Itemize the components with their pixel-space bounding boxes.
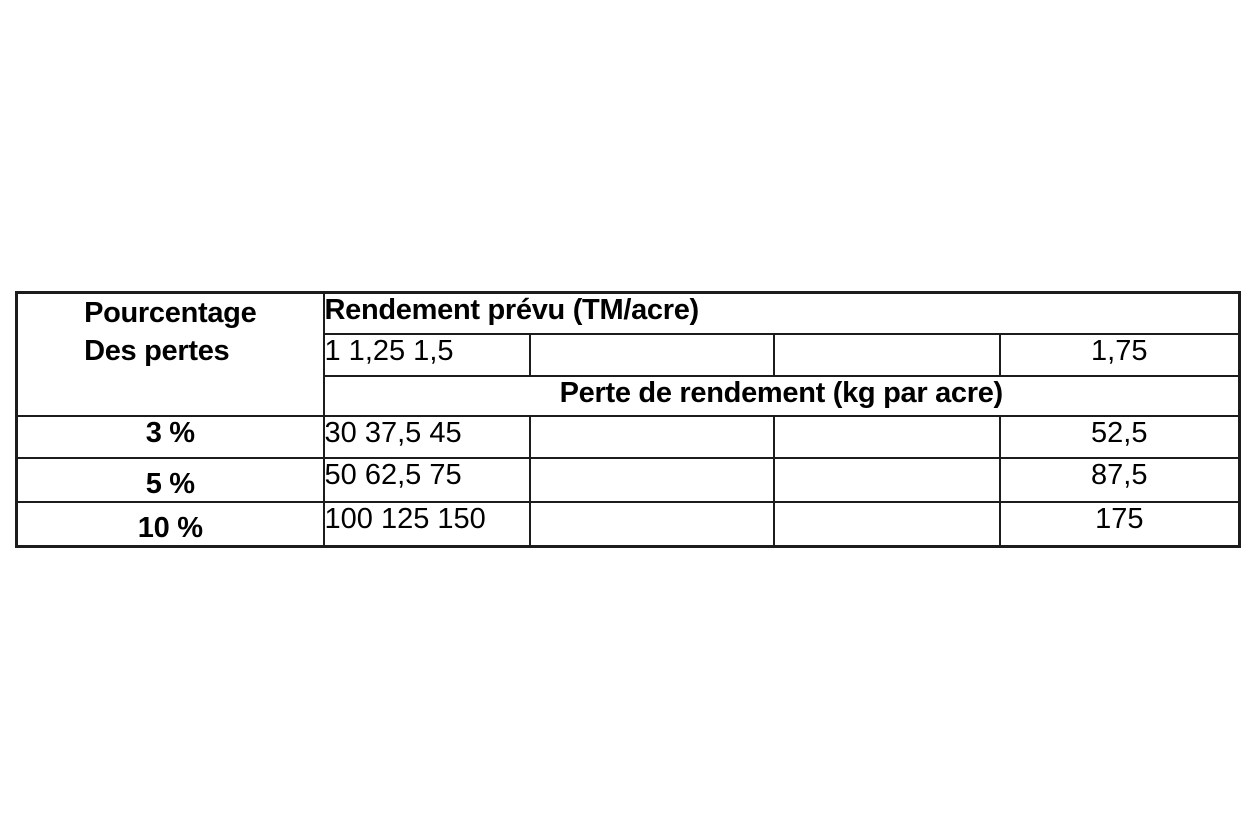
- expected-yield-value-cell-1: 1 1,25 1,5: [322, 332, 531, 377]
- corner-header-line1: Pourcentage: [84, 297, 257, 329]
- expected-yield-values-row: 1 1,25 1,5 1,75: [17, 332, 1241, 377]
- loss-value-cell-4: 52,5: [998, 414, 1241, 459]
- expected-yield-value-cell-2: [528, 332, 775, 377]
- loss-value-cell-2: [528, 500, 775, 548]
- loss-value-cell-2: [528, 414, 775, 459]
- loss-value-cell-4: 87,5: [998, 456, 1241, 503]
- yield-loss-table: Pourcentage Des pertes Rendement prévu (…: [15, 291, 1242, 549]
- loss-value-cell-3: [772, 414, 1001, 459]
- corner-header-cell: Pourcentage Des pertes: [15, 291, 325, 417]
- loss-value-cell-3: [772, 500, 1001, 548]
- yield-loss-header-row: Perte de rendement (kg par acre): [17, 374, 1241, 417]
- expected-yield-header-row: Pourcentage Des pertes Rendement prévu (…: [15, 291, 1241, 417]
- corner-header-block: Pourcentage Des pertes: [84, 295, 257, 371]
- loss-percentage-cell: 3 %: [15, 414, 325, 459]
- loss-row-3pct: 3 % 30 37,5 45 52,5: [15, 414, 1241, 459]
- loss-value-cell-3: [772, 456, 1001, 503]
- loss-value-cell-2: [528, 456, 775, 503]
- loss-row-5pct: 5 % 50 62,5 75 87,5: [15, 456, 1241, 503]
- loss-percentage-cell: 10 %: [15, 500, 325, 548]
- corner-header-line2: Des pertes: [84, 335, 230, 367]
- loss-value-cell-1: 30 37,5 45: [322, 414, 531, 459]
- loss-value-cell-4: 175: [998, 500, 1241, 548]
- loss-value-cell-1: 50 62,5 75: [322, 456, 531, 503]
- loss-percentage-cell: 5 %: [15, 456, 325, 503]
- expected-yield-value-cell-3: [772, 332, 1001, 377]
- expected-yield-value-cell-4: 1,75: [998, 332, 1241, 377]
- yield-loss-header-cell: Perte de rendement (kg par acre): [322, 374, 1241, 417]
- loss-value-cell-1: 100 125 150: [322, 500, 531, 548]
- expected-yield-header-cell: Rendement prévu (TM/acre): [322, 291, 1241, 335]
- loss-row-10pct: 10 % 100 125 150 175: [15, 500, 1241, 548]
